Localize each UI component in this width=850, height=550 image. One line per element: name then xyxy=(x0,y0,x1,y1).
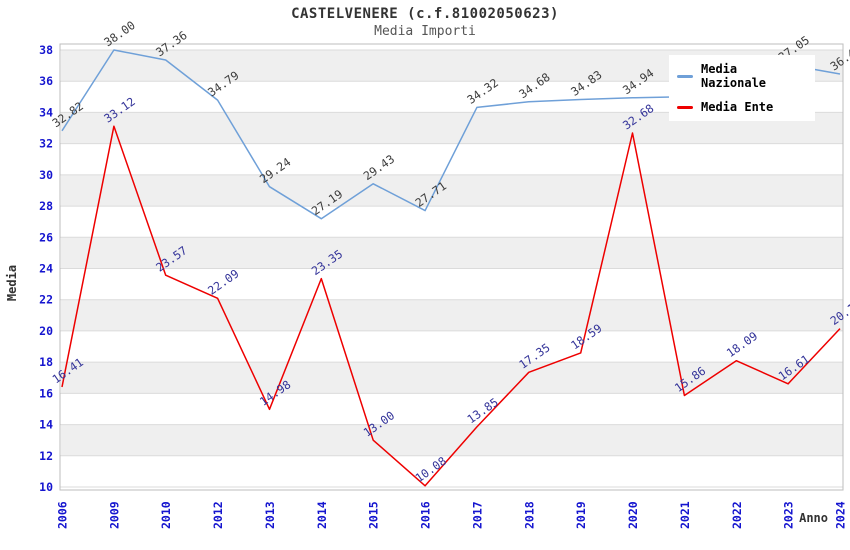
legend-line-marker-red xyxy=(677,105,693,109)
legend: Media Nazionale Media Ente xyxy=(669,55,815,121)
chart-line-media-ente xyxy=(61,125,841,487)
y-tick-label: 16 xyxy=(39,386,53,400)
x-tick-label: 2019 xyxy=(574,501,588,529)
y-tick-label: 38 xyxy=(39,43,53,57)
x-axis-title: Anno xyxy=(799,511,828,525)
legend-item-media-ente: Media Ente xyxy=(677,100,807,114)
x-tick-label: 2009 xyxy=(107,501,121,529)
plot-band xyxy=(61,237,843,269)
data-label-media-nazionale: 38.00 xyxy=(101,18,137,49)
x-tick-label: 2022 xyxy=(730,501,744,529)
data-label-media-ente: 18.09 xyxy=(724,329,760,360)
plot-band xyxy=(61,174,843,207)
x-tick-label: 2017 xyxy=(470,501,484,529)
y-tick-label: 32 xyxy=(39,137,53,151)
y-tick-label: 26 xyxy=(39,230,53,244)
x-tick-label: 2010 xyxy=(159,501,173,529)
y-tick-label: 12 xyxy=(39,449,53,463)
y-tick-label: 10 xyxy=(39,480,53,494)
x-tick-label: 2018 xyxy=(522,501,536,529)
y-tick-label: 18 xyxy=(39,355,53,369)
y-tick-label: 20 xyxy=(39,324,53,338)
x-tick-label: 2006 xyxy=(56,501,70,529)
plot-band xyxy=(61,424,843,456)
legend-label-media-ente: Media Ente xyxy=(701,100,774,114)
y-tick-label: 34 xyxy=(39,105,53,119)
y-tick-label: 28 xyxy=(39,199,53,213)
x-tick-label: 2012 xyxy=(211,501,225,529)
chart-subtitle: Media Importi xyxy=(374,24,476,39)
chart-title: CASTELVENERE (c.f.81002050623) xyxy=(291,6,559,22)
y-axis-title: Media xyxy=(5,265,19,301)
x-tick-label: 2013 xyxy=(263,501,277,529)
legend-item-media-nazionale: Media Nazionale xyxy=(677,62,807,90)
x-tick-label: 2020 xyxy=(626,501,640,529)
x-tick-label: 2024 xyxy=(834,501,848,529)
y-tick-label: 30 xyxy=(39,168,53,182)
x-tick-label: 2023 xyxy=(782,501,796,529)
legend-label-media-nazionale: Media Nazionale xyxy=(701,62,767,90)
y-tick-label: 22 xyxy=(39,293,53,307)
data-label-media-ente: 22.09 xyxy=(205,266,241,297)
y-tick-label: 36 xyxy=(39,74,53,88)
x-tick-label: 2015 xyxy=(367,501,381,529)
y-tick-label: 14 xyxy=(39,418,53,432)
plot-border xyxy=(59,43,844,491)
plot-band xyxy=(61,362,843,394)
x-tick-label: 2021 xyxy=(678,501,692,529)
plot-band xyxy=(61,299,843,331)
y-tick-label: 24 xyxy=(39,262,53,276)
x-tick-label: 2016 xyxy=(419,501,433,529)
x-tick-label: 2014 xyxy=(315,501,329,529)
legend-line-marker-blue xyxy=(677,74,693,78)
